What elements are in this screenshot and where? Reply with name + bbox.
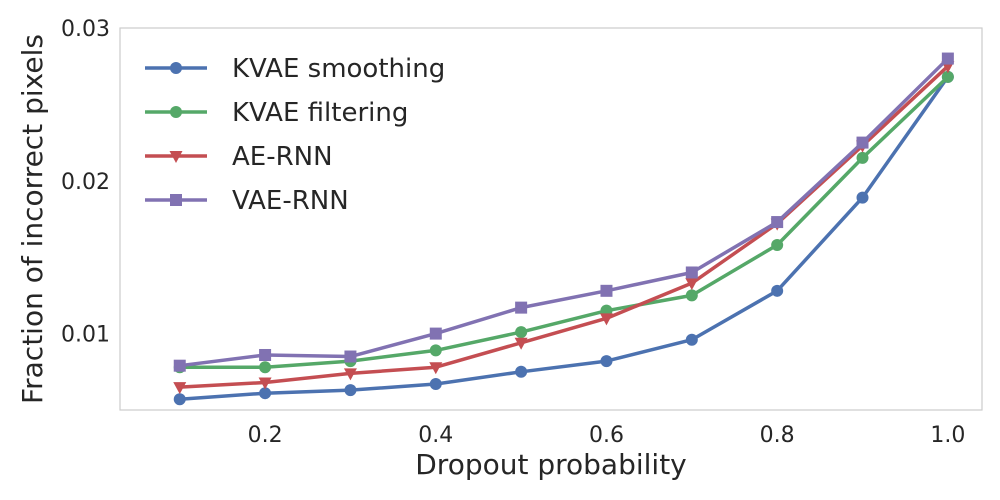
data-point xyxy=(685,278,699,291)
data-point xyxy=(599,313,613,326)
data-point xyxy=(343,368,357,381)
legend-item: KVAE filtering xyxy=(145,98,408,128)
series-layer xyxy=(173,52,955,406)
data-point xyxy=(173,393,186,406)
data-point xyxy=(771,238,784,251)
x-tick-label: 0.6 xyxy=(589,423,624,448)
data-point xyxy=(515,301,528,314)
data-point xyxy=(685,289,698,302)
y-tick-label: 0.02 xyxy=(61,170,110,195)
x-tick-labels: 0.2 0.4 0.6 0.8 1.0 xyxy=(248,423,966,448)
legend-label: VAE-RNN xyxy=(232,186,349,216)
data-point xyxy=(941,52,954,65)
legend-item: AE-RNN xyxy=(145,142,333,172)
data-point xyxy=(259,361,272,374)
series-line xyxy=(177,75,950,369)
series-line xyxy=(177,75,950,402)
y-axis-label: Fraction of incorrect pixels xyxy=(16,34,49,404)
data-point xyxy=(515,365,528,378)
series-vae-rnn xyxy=(173,52,954,372)
data-point xyxy=(173,382,187,395)
x-tick-label: 0.8 xyxy=(760,423,795,448)
legend-item: VAE-RNN xyxy=(145,186,349,216)
legend-label: KVAE smoothing xyxy=(232,54,445,84)
x-tick-label: 0.4 xyxy=(418,423,453,448)
data-point xyxy=(514,337,528,350)
data-point xyxy=(344,350,357,363)
data-point xyxy=(941,70,954,83)
data-point xyxy=(600,355,613,368)
legend-label: KVAE filtering xyxy=(232,98,408,128)
data-point xyxy=(429,327,442,340)
plot-area xyxy=(119,27,983,411)
y-tick-label: 0.03 xyxy=(61,17,110,42)
x-tick-label: 0.2 xyxy=(248,423,283,448)
data-point xyxy=(771,284,784,297)
data-point xyxy=(429,378,442,391)
legend-label: AE-RNN xyxy=(232,142,333,172)
data-point xyxy=(685,266,698,279)
y-tick-label: 0.01 xyxy=(61,323,110,348)
data-point xyxy=(429,344,442,357)
data-point xyxy=(515,326,528,339)
data-point xyxy=(344,384,357,397)
legend-marker xyxy=(170,106,182,118)
legend-item: KVAE smoothing xyxy=(145,54,445,84)
legend: KVAE smoothing KVAE filtering AE-RNN VAE-RN… xyxy=(145,54,445,216)
data-point xyxy=(856,191,869,204)
data-point xyxy=(259,387,272,400)
data-point xyxy=(173,359,186,372)
legend-marker xyxy=(170,194,182,206)
x-axis-label: Dropout probability xyxy=(415,448,687,481)
legend-marker xyxy=(170,62,182,74)
y-tick-labels: 0.01 0.02 0.03 xyxy=(61,17,110,348)
data-point xyxy=(600,284,613,297)
series-line xyxy=(177,56,950,368)
data-point xyxy=(258,377,272,390)
data-point xyxy=(685,333,698,346)
data-point xyxy=(429,362,443,375)
x-tick-label: 1.0 xyxy=(930,423,965,448)
data-point xyxy=(856,136,869,149)
data-point xyxy=(856,151,869,164)
data-point xyxy=(771,216,784,229)
data-point xyxy=(259,348,272,361)
legend-marker xyxy=(169,151,183,163)
